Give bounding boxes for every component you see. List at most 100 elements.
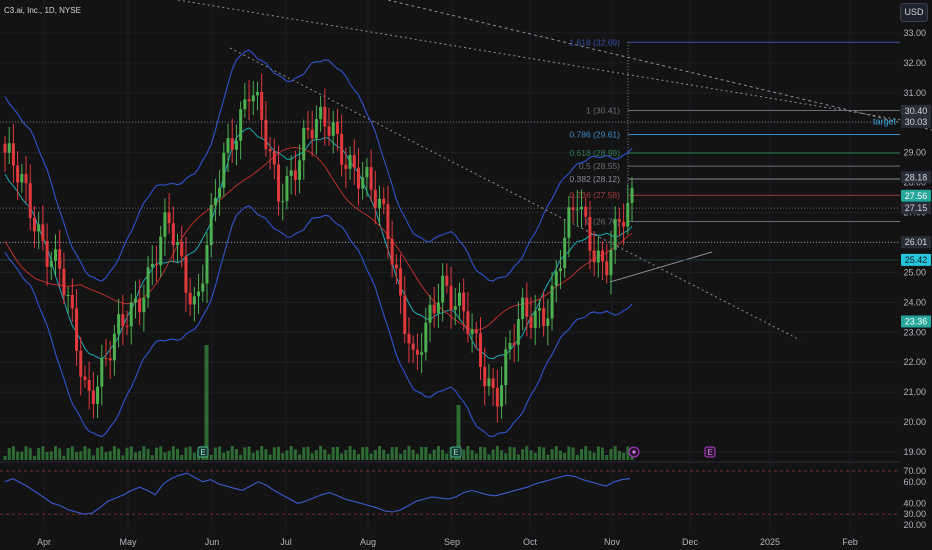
volume-bar (533, 453, 537, 460)
candle-body (474, 329, 478, 334)
candle-body (537, 308, 541, 311)
candle-body (533, 310, 537, 328)
candle-body (529, 316, 533, 328)
support-trendline (609, 251, 713, 283)
volume-bar (335, 446, 339, 460)
candle-body (588, 216, 592, 251)
volume-bar (436, 446, 440, 460)
volume-bar (138, 450, 142, 460)
volume-bar (70, 446, 74, 460)
price-tag-box (901, 171, 931, 184)
candle-body (630, 187, 634, 203)
volume-bar (596, 446, 600, 460)
candle-body (163, 212, 167, 237)
currency-button[interactable]: USD (900, 3, 928, 22)
volume-bar (260, 446, 264, 460)
volume-bar (125, 447, 129, 460)
volume-bar (302, 447, 306, 460)
volume-bar (609, 448, 613, 460)
candle-body (133, 298, 137, 303)
price-tick: 20.00 (903, 417, 926, 427)
earnings-marker-label: E (453, 448, 458, 457)
candle-body (108, 358, 112, 361)
volume-bar (356, 453, 360, 460)
candle-body (154, 263, 158, 266)
volume-bar (462, 449, 466, 460)
candle-body (617, 219, 621, 222)
candle-body (361, 177, 365, 189)
volume-bar (79, 451, 83, 460)
candle-body (567, 207, 571, 238)
sma-short (4, 127, 633, 360)
candle-body (197, 291, 201, 297)
candle-body (420, 352, 424, 355)
time-tick: Oct (523, 537, 538, 547)
candle-body (28, 183, 32, 218)
price-tick: 19.00 (903, 447, 926, 457)
candle-body (272, 151, 276, 165)
volume-bar (516, 454, 520, 460)
volume-bar (567, 446, 571, 460)
candle-body (601, 250, 605, 262)
fib-label: 1.618 (32.69) (569, 37, 620, 47)
candle-body (176, 242, 180, 246)
volume-bar (500, 450, 504, 460)
volume-bar (176, 448, 180, 460)
volume-bar (32, 455, 36, 460)
candle-body (525, 297, 529, 317)
candle-body (16, 165, 20, 183)
candle-body (378, 198, 382, 208)
candle-body (3, 143, 7, 153)
candle-body (314, 119, 318, 139)
volume-bar (554, 446, 558, 460)
candle-body (100, 358, 104, 387)
candle-body (403, 295, 407, 334)
candle-body (542, 308, 546, 326)
candle-body (327, 126, 331, 136)
volume-bar (230, 446, 234, 460)
candle-body (205, 245, 209, 284)
candle-body (53, 249, 57, 261)
price-tag-text: 25.42 (905, 255, 928, 265)
volume-bar (369, 453, 373, 460)
volume-bar (584, 446, 588, 460)
candle-body (571, 207, 575, 210)
price-tag-text: 27.15 (905, 203, 928, 213)
price-tag-text: 27.56 (905, 191, 928, 201)
volume-bar (306, 446, 310, 460)
volume-bar (441, 449, 445, 460)
candle-body (563, 237, 567, 269)
volume-bar (53, 446, 57, 460)
candle-body (180, 242, 184, 257)
candle-body (428, 304, 432, 323)
volume-bar (184, 447, 188, 460)
price-tick: 33.00 (903, 28, 926, 38)
time-tick: Feb (842, 537, 858, 547)
volume-bar (28, 448, 32, 460)
price-tick: 29.00 (903, 148, 926, 158)
volume-bar (251, 452, 255, 460)
time-axis[interactable]: Apr May Jun Jul Aug Sep Oct Nov Dec 2025 Feb (37, 537, 858, 547)
candle-body (479, 333, 483, 367)
volume-bar (512, 447, 516, 460)
volume-bar (575, 454, 579, 460)
candle-body (142, 297, 146, 313)
volume-bar (180, 454, 184, 460)
candle-body (319, 106, 323, 120)
volume-bar (474, 453, 478, 460)
price-axis[interactable]: 33.0032.0031.0030.0029.0028.0027.0026.00… (903, 28, 926, 530)
volume-bar (373, 449, 377, 460)
volume-bar (142, 446, 146, 460)
volume-bar (298, 454, 302, 460)
time-tick: Jun (205, 537, 220, 547)
candle-body (91, 390, 95, 404)
volume-bar (495, 446, 499, 460)
volume-bar (399, 453, 403, 460)
volume-bar (617, 450, 621, 460)
volume-bar (247, 446, 251, 460)
time-tick: May (119, 537, 137, 547)
volume-bar (314, 450, 318, 460)
price-tick: 31.00 (903, 88, 926, 98)
